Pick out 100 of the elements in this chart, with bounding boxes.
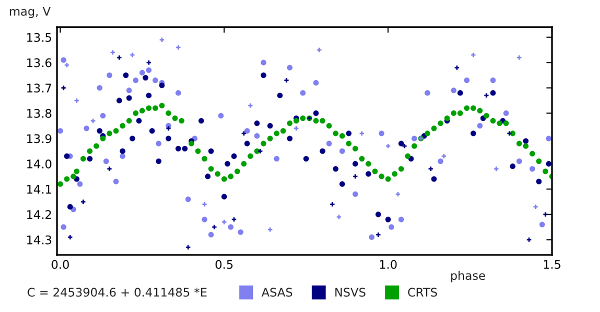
point (536, 178, 542, 184)
point (123, 72, 129, 78)
point (530, 166, 536, 172)
point (378, 130, 384, 136)
point (202, 216, 208, 222)
text: C = 2453904.6 + 0.411485 *E (28, 288, 207, 297)
x-tick-label: 1.0 (380, 260, 397, 269)
point (244, 128, 250, 134)
point (156, 158, 162, 164)
point (126, 88, 132, 94)
point (375, 212, 382, 218)
point (166, 136, 172, 142)
point (336, 214, 342, 220)
point (224, 161, 230, 167)
point (267, 123, 273, 129)
point (385, 216, 391, 222)
y-axis-title: mag, V (10, 6, 51, 18)
point (60, 224, 66, 230)
point (185, 196, 191, 202)
y-tick-label: 13.8 (27, 108, 52, 118)
point (260, 72, 266, 78)
point (182, 146, 188, 152)
point (320, 148, 326, 154)
point (286, 136, 293, 142)
point (490, 90, 496, 96)
point (332, 166, 338, 172)
point (218, 112, 224, 118)
x-axis-title: phase (451, 270, 486, 282)
point (539, 222, 545, 228)
y-tick-label: 14.2 (27, 210, 51, 219)
point (244, 140, 250, 146)
point (464, 78, 470, 84)
point (477, 123, 483, 129)
x-tick-label: 0.0 (52, 260, 69, 269)
point (106, 72, 112, 78)
point (176, 146, 182, 152)
point (100, 112, 106, 118)
point (254, 133, 260, 139)
point (113, 178, 119, 184)
point (139, 70, 146, 76)
point (300, 90, 306, 96)
point (130, 136, 136, 142)
point (470, 130, 476, 136)
y-tick-label: 13.5 (27, 32, 52, 42)
point (221, 194, 227, 200)
point (60, 57, 66, 63)
point (267, 226, 273, 232)
point (438, 158, 444, 164)
point (146, 67, 152, 73)
legend-label: CRTS (408, 288, 438, 297)
y-tick-label: 14.1 (27, 184, 52, 194)
point (126, 95, 132, 101)
point (368, 234, 374, 240)
point (412, 136, 418, 142)
point (457, 90, 463, 96)
point (205, 174, 211, 180)
point (142, 74, 148, 81)
point (120, 148, 126, 154)
point (385, 143, 391, 149)
y-tick-label: 13.7 (27, 84, 52, 93)
y-tick-label: 14.0 (27, 160, 52, 168)
point (326, 140, 332, 146)
point (450, 88, 456, 94)
point (120, 153, 126, 159)
point (159, 82, 165, 88)
y-tick-label: 13.9 (27, 134, 52, 144)
point (313, 80, 319, 86)
point (366, 171, 372, 177)
legend-label: ASAS (262, 288, 292, 297)
point (231, 153, 237, 159)
point (490, 78, 496, 84)
point (277, 92, 283, 98)
y-tick-label: 14.3 (27, 235, 52, 244)
point (152, 78, 158, 84)
point (146, 92, 152, 98)
point (274, 156, 280, 162)
point (398, 216, 404, 222)
point (339, 181, 345, 187)
point (313, 110, 319, 116)
point (228, 224, 234, 230)
point (346, 130, 352, 136)
point (260, 60, 266, 66)
y-tick-label: 13.6 (27, 58, 52, 68)
point (546, 161, 552, 167)
point (176, 90, 182, 96)
point (87, 156, 93, 162)
point (388, 224, 394, 230)
point (84, 126, 90, 132)
point (510, 164, 516, 170)
point (208, 232, 214, 238)
point (136, 118, 142, 124)
point (77, 181, 83, 187)
point (503, 110, 509, 116)
point (58, 128, 64, 134)
point (96, 85, 102, 91)
point (238, 229, 244, 235)
point (339, 148, 345, 154)
point (248, 102, 254, 108)
point (67, 204, 73, 210)
point (132, 78, 138, 84)
